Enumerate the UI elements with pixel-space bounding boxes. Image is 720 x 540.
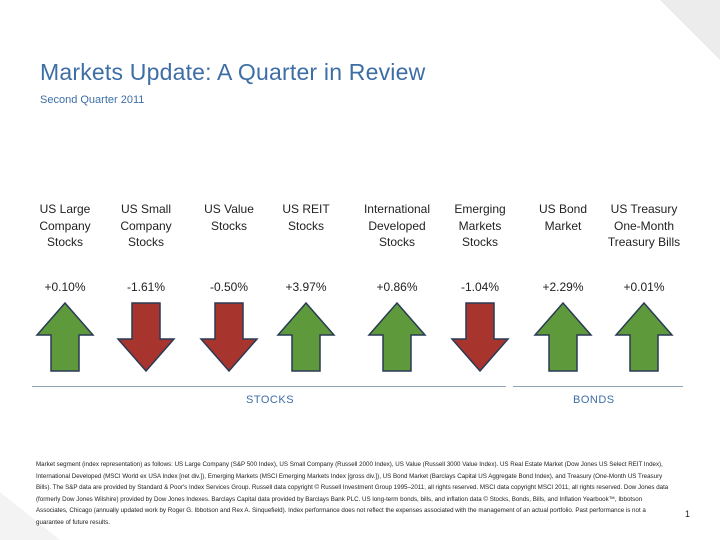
segment-us-small: US Small Company Stocks -1.61%: [109, 201, 183, 373]
corner-decoration-bottom: [0, 492, 60, 540]
segment-us-bond: US Bond Market +2.29%: [526, 201, 600, 372]
segment-label: US Treasury One-Month Treasury Bills: [607, 202, 681, 249]
bonds-group-label: BONDS: [573, 394, 615, 406]
segment-return: -1.04%: [460, 280, 500, 294]
segment-return: +2.29%: [542, 280, 584, 294]
segment-us-large: US Large Company Stocks +0.10%: [28, 201, 102, 372]
segment-label: US REIT Stocks: [282, 202, 330, 233]
segment-return: -0.50%: [209, 280, 249, 294]
corner-decoration: [660, 0, 720, 60]
page-subtitle: Second Quarter 2011: [40, 94, 145, 106]
up-arrow-shape: [533, 301, 593, 372]
segment-return: +0.10%: [44, 280, 86, 294]
up-arrow-icon: [614, 301, 674, 372]
down-arrow-shape: [450, 302, 510, 373]
up-arrow-shape: [276, 301, 336, 372]
up-arrow-shape: [35, 301, 95, 372]
segment-label: US Bond Market: [538, 202, 588, 233]
stocks-divider: [32, 386, 506, 387]
segment-international: International Developed Stocks +0.86%: [356, 201, 438, 372]
down-arrow-icon: [450, 302, 510, 373]
down-arrow-shape: [116, 302, 176, 373]
stocks-group-label: STOCKS: [246, 394, 295, 406]
segment-us-treasury: US Treasury One-Month Treasury Bills +0.…: [602, 201, 686, 372]
segment-label: International Developed Stocks: [363, 202, 431, 249]
segment-return: +3.97%: [285, 280, 327, 294]
up-arrow-icon: [367, 301, 427, 372]
segment-us-reit: US REIT Stocks +3.97%: [269, 201, 343, 372]
bonds-divider: [513, 386, 683, 387]
down-arrow-icon: [199, 302, 259, 373]
up-arrow-icon: [276, 301, 336, 372]
segment-label: Emerging Markets Stocks: [454, 202, 506, 249]
up-arrow-icon: [533, 301, 593, 372]
segment-label: US Large Company Stocks: [39, 202, 91, 249]
segment-return: +0.01%: [623, 280, 665, 294]
down-arrow-shape: [199, 302, 259, 373]
segment-label: US Small Company Stocks: [120, 202, 172, 249]
up-arrow-icon: [35, 301, 95, 372]
page-number: 1: [684, 509, 690, 519]
segment-label: US Value Stocks: [204, 202, 254, 233]
segment-return: -1.61%: [126, 280, 166, 294]
page-title: Markets Update: A Quarter in Review: [40, 59, 426, 85]
down-arrow-icon: [116, 302, 176, 373]
footnote-disclosure: Market segment (index representation) as…: [36, 461, 669, 526]
segment-return: +0.86%: [376, 280, 418, 294]
segment-emerging: Emerging Markets Stocks -1.04%: [443, 201, 517, 373]
up-arrow-shape: [367, 301, 427, 372]
up-arrow-shape: [614, 301, 674, 372]
segment-us-value: US Value Stocks -0.50%: [192, 201, 266, 373]
